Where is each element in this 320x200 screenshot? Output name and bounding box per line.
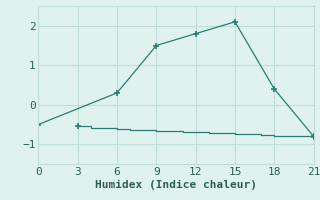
X-axis label: Humidex (Indice chaleur): Humidex (Indice chaleur) [95,180,257,190]
